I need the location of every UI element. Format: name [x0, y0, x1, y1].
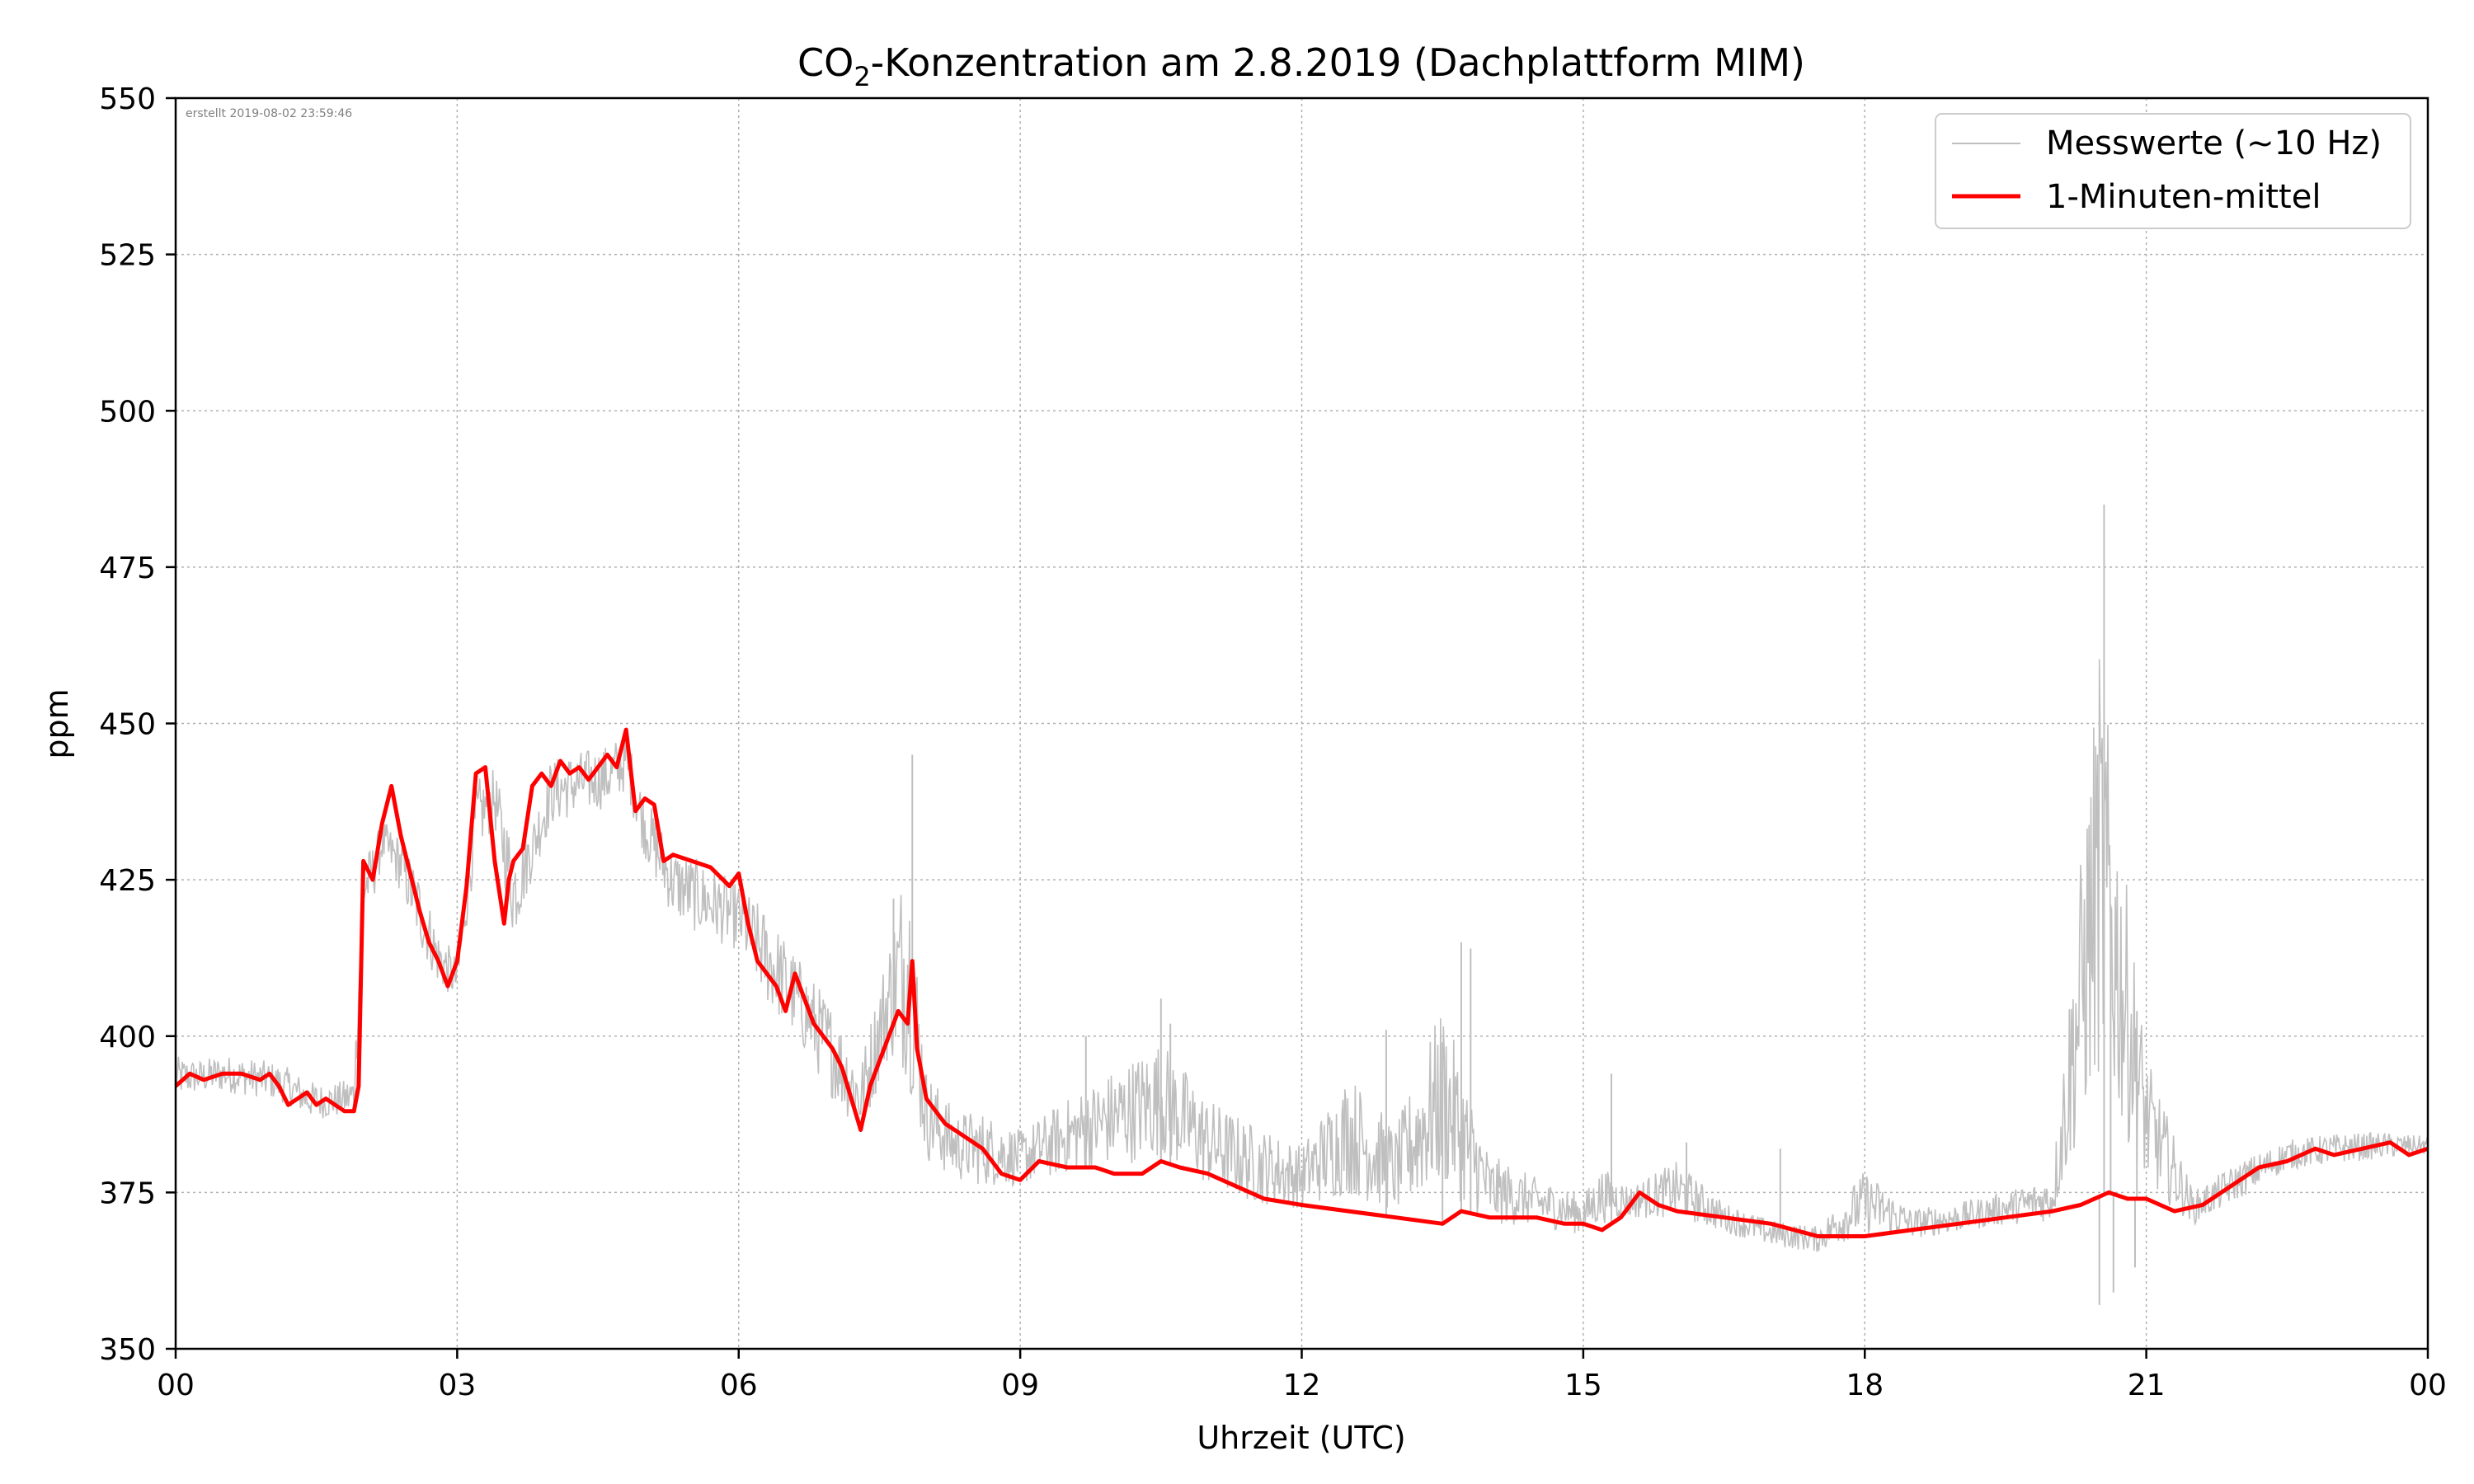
y-tick-label: 450 — [99, 708, 156, 742]
x-tick-label: 09 — [1001, 1369, 1039, 1402]
y-tick-label: 550 — [99, 82, 156, 116]
x-tick-label: 15 — [1564, 1369, 1602, 1402]
grid-lines — [176, 98, 2428, 1349]
x-axis-label: Uhrzeit (UTC) — [1197, 1420, 1405, 1456]
legend-box — [1935, 113, 2411, 229]
y-axis-label: ppm — [39, 688, 75, 758]
plot-frame — [174, 96, 2429, 1350]
chart-title: CO2-Konzentration am 2.8.2019 (Dachplatt… — [797, 40, 1805, 92]
mean-line — [174, 727, 2429, 1238]
creation-timestamp: erstellt 2019-08-02 23:59:46 — [186, 107, 352, 120]
y-tick-label: 350 — [99, 1333, 156, 1367]
y-tick-label: 375 — [99, 1176, 156, 1210]
y-tick-label: 525 — [99, 239, 156, 273]
y-tick-label: 425 — [99, 864, 156, 898]
y-tick-label: 400 — [99, 1021, 156, 1054]
y-tick-label: 500 — [99, 395, 156, 429]
raw-measurement-line — [175, 659, 2429, 1252]
x-tick-label: 03 — [438, 1369, 476, 1402]
y-axis-ticks: 350 375 400 425 450 475 500 525 550 — [99, 82, 176, 1367]
legend: Messwerte (~10 Hz) 1-Minuten-mittel — [1935, 113, 2411, 229]
x-axis-ticks: 00 03 06 09 12 15 18 21 00 — [157, 1349, 2447, 1402]
legend-mean-label: 1-Minuten-mittel — [2046, 178, 2321, 216]
series-1-minute-mean — [174, 727, 2429, 1238]
x-tick-label: 00 — [157, 1369, 195, 1402]
x-tick-label: 18 — [1846, 1369, 1884, 1402]
x-tick-label: 12 — [1283, 1369, 1321, 1402]
x-tick-label: 00 — [2409, 1369, 2447, 1402]
y-tick-label: 475 — [99, 552, 156, 585]
x-tick-label: 06 — [720, 1369, 758, 1402]
x-tick-label: 21 — [2128, 1369, 2166, 1402]
series-raw-measurements — [175, 505, 2429, 1305]
legend-raw-label: Messwerte (~10 Hz) — [2046, 124, 2382, 162]
